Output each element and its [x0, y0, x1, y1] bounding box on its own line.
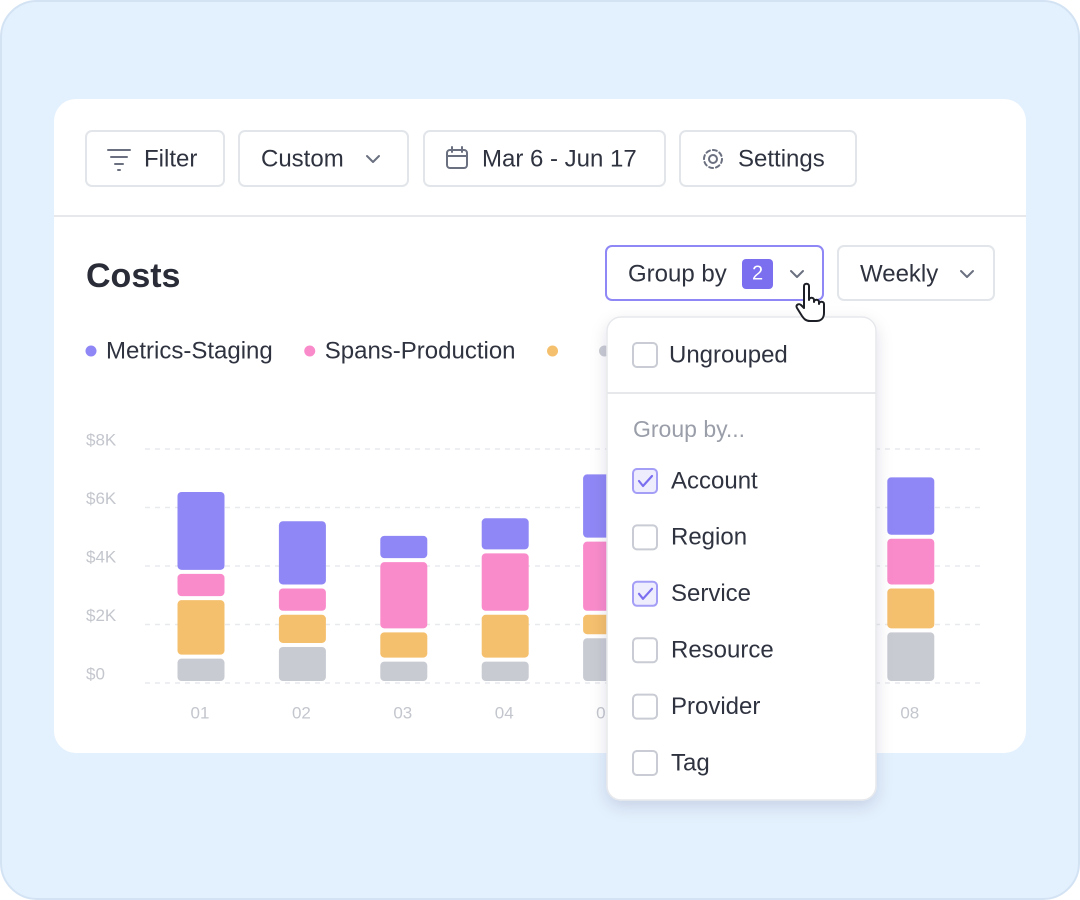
settings-button[interactable]: Settings — [679, 130, 857, 187]
settings-label: Settings — [738, 145, 825, 172]
option-label: Tag — [671, 749, 710, 776]
group-by-label: Group by — [628, 260, 727, 287]
option-label: Provider — [671, 693, 760, 720]
y-tick-label: $2K — [86, 606, 117, 625]
group-by-button[interactable]: Group by 2 — [605, 245, 824, 301]
group-by-menu: Ungrouped Group by... Account Region Servi… — [606, 316, 877, 801]
option-label: Ungrouped — [669, 341, 788, 368]
filter-label: Filter — [144, 145, 197, 172]
section-label: Group by... — [633, 416, 745, 442]
card — [54, 99, 1026, 753]
y-tick-label: $0 — [86, 664, 105, 683]
bar-segment — [481, 518, 529, 550]
chart: Metrics-Staging Spans-Production $0 $2K $4K $… — [85, 337, 985, 722]
checkbox — [632, 524, 658, 551]
bar-segment — [481, 553, 529, 611]
checkbox — [632, 637, 658, 664]
y-tick-label: $6K — [86, 489, 117, 508]
legend-dot — [547, 345, 559, 357]
legend-label: Spans-Production — [325, 337, 516, 364]
legend-dot — [304, 345, 316, 357]
legend-dot — [85, 345, 97, 357]
preset-button[interactable]: Custom — [238, 130, 409, 187]
x-tick-label: 02 — [292, 703, 311, 722]
y-tick-label: $8K — [86, 430, 117, 449]
preset-label: Custom — [261, 145, 344, 172]
checkmark — [637, 474, 654, 488]
bar-segment — [278, 646, 326, 681]
bar-segment — [887, 632, 935, 681]
y-tick-label: $4K — [86, 547, 117, 566]
x-tick-label: 01 — [191, 703, 210, 722]
bar-segment — [177, 573, 225, 597]
bar-segment — [887, 588, 935, 629]
bar-segment — [481, 661, 529, 681]
checkbox — [632, 468, 658, 494]
checkbox — [632, 342, 658, 368]
bar-segment — [887, 538, 935, 585]
chart-title: Costs — [86, 257, 180, 295]
bar-segment — [278, 614, 326, 643]
x-tick-label: 03 — [393, 703, 412, 722]
bar-segment — [481, 614, 529, 658]
checkbox — [632, 750, 658, 776]
x-tick-label: 04 — [495, 703, 514, 722]
bar-segment — [177, 491, 225, 570]
bar-segment — [380, 632, 428, 658]
option-label: Account — [671, 467, 758, 494]
x-tick-label: 08 — [900, 703, 919, 722]
bar-segment — [278, 521, 326, 585]
bar-segment — [177, 600, 225, 655]
badge-count: 2 — [752, 262, 763, 284]
option-label: Region — [671, 524, 747, 551]
checkbox — [632, 580, 658, 607]
interval-button[interactable]: Weekly — [837, 245, 995, 301]
bar-segment — [380, 562, 428, 629]
legend-label: Metrics-Staging — [106, 337, 273, 364]
filter-button[interactable]: Filter — [85, 130, 225, 187]
bar-segment — [380, 661, 428, 681]
bar-segment — [887, 477, 935, 535]
checkmark — [637, 587, 654, 600]
bar-segment — [380, 535, 428, 559]
option-label: Resource — [671, 637, 774, 664]
bar-segment — [177, 658, 225, 681]
interval-label: Weekly — [860, 260, 938, 287]
date-button[interactable]: Mar 6 - Jun 17 — [423, 130, 666, 187]
cursor — [795, 282, 825, 322]
badge — [742, 259, 773, 289]
date-label: Mar 6 - Jun 17 — [482, 145, 637, 172]
option-label: Service — [671, 580, 751, 607]
checkbox — [632, 693, 658, 720]
bar-segment — [278, 588, 326, 611]
